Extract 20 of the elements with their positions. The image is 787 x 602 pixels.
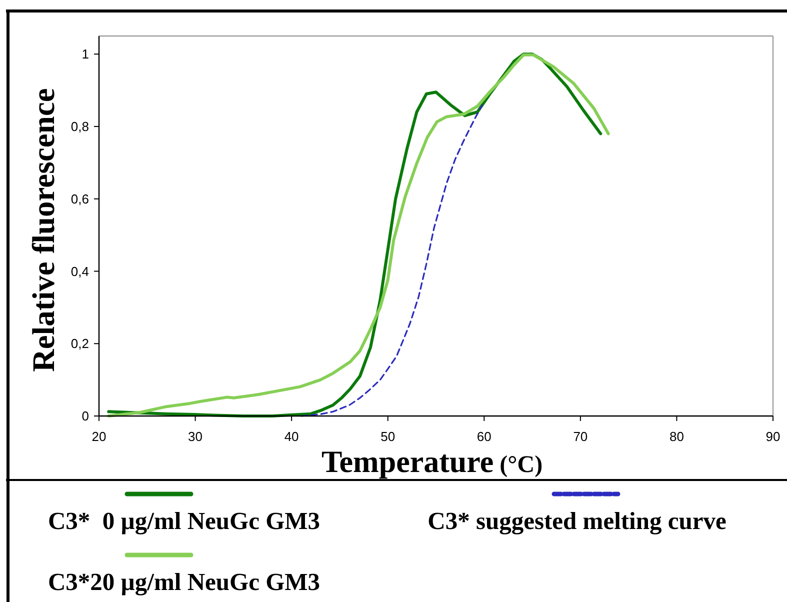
x-tick-label: 90: [766, 429, 780, 444]
line-series: [300, 104, 484, 417]
legend-label: C3* suggested melting curve: [428, 508, 726, 535]
y-tick-label: 0: [82, 408, 89, 424]
x-tick-label: 50: [380, 429, 396, 444]
y-tick-label: 1: [82, 46, 89, 62]
x-tick-label: 30: [188, 429, 203, 444]
y-tick-label: 0,2: [70, 336, 89, 352]
x-axis-title: Temperature (°C): [321, 444, 543, 479]
y-tick-label: 0,6: [70, 191, 89, 206]
x-tick-label: 70: [573, 429, 588, 444]
x-tick-label: 20: [92, 429, 106, 444]
x-tick-label: 80: [669, 429, 684, 444]
legend-label: C3* 0 µg/ml NeuGc GM3: [48, 508, 320, 535]
y-tick-label: 0,4: [70, 264, 89, 279]
legend-label: C3*20 µg/ml NeuGc GM3: [48, 569, 320, 596]
y-axis-title: Relative fluorescence: [26, 88, 61, 372]
y-tick-label: 0,8: [70, 119, 89, 134]
x-tick-label: 40: [284, 429, 299, 444]
x-tick-label: 60: [476, 429, 492, 444]
